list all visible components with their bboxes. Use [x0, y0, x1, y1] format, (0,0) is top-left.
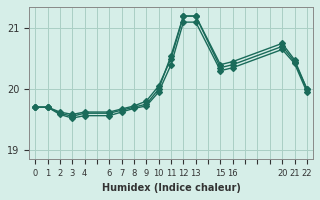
X-axis label: Humidex (Indice chaleur): Humidex (Indice chaleur): [102, 183, 241, 193]
